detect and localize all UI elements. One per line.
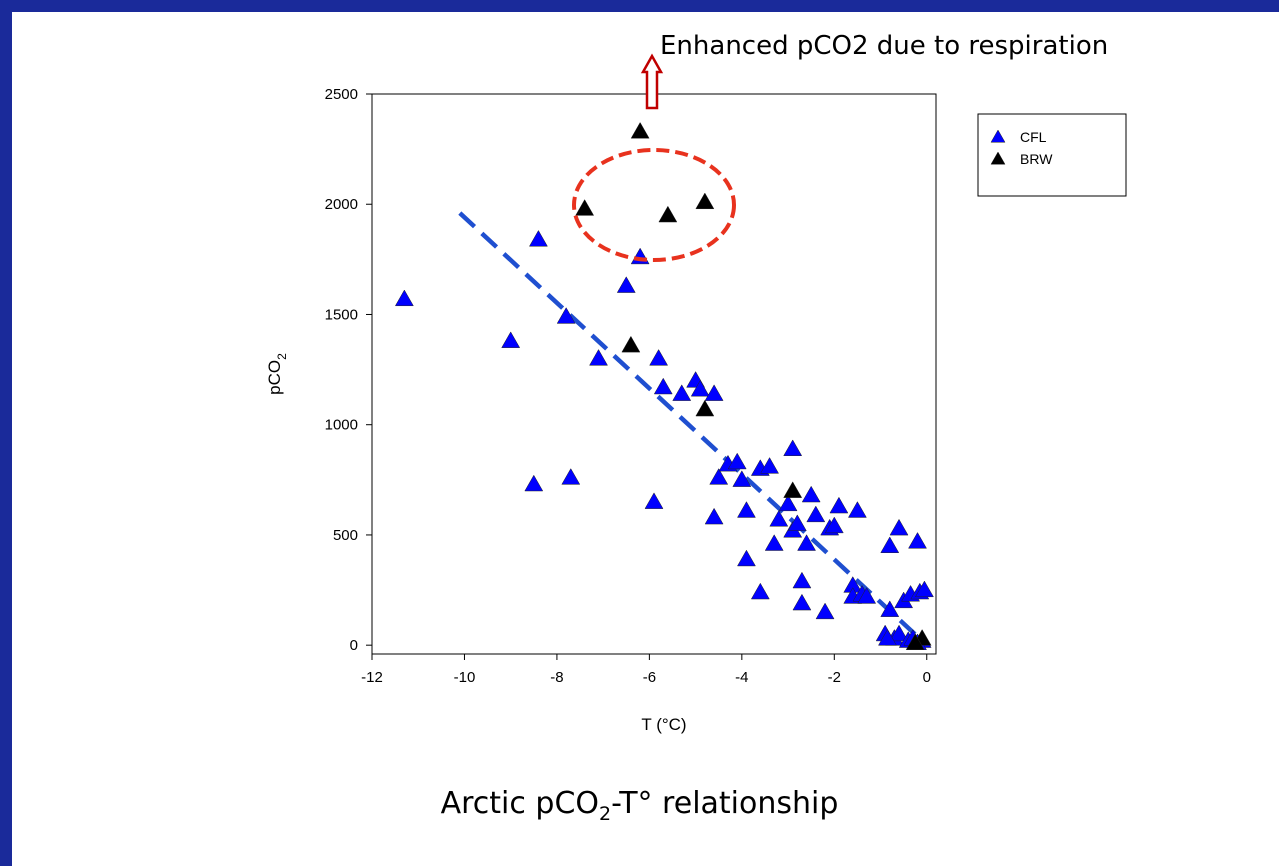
data-point-cfl [760,457,780,474]
data-point-cfl [801,485,821,503]
data-point-cfl [704,507,724,525]
data-point-cfl [561,468,581,485]
data-point-brw [695,192,715,210]
data-point-cfl [690,379,710,397]
legend-label-cfl: CFL [1020,129,1047,145]
data-point-brw [695,399,715,417]
x-tick-label: -8 [550,669,563,686]
data-point-brw [630,121,650,139]
x-tick-label: -4 [735,669,748,686]
annotation-text: Enhanced pCO2 due to respiration [660,31,1108,61]
data-point-cfl [732,470,752,487]
trend-line [458,211,924,643]
data-point-cfl [847,501,867,518]
x-tick-label: -12 [361,669,383,686]
data-point-cfl [394,289,414,307]
highlight-circle [572,148,736,262]
data-point-cfl [783,439,803,456]
data-point-cfl [727,452,747,470]
y-tick-label: 1000 [325,417,358,434]
data-point-cfl [889,624,909,642]
data-point-cfl [649,349,669,366]
data-point-cfl [769,510,789,527]
y-axis-label: pCO2 [265,353,289,395]
data-point-cfl [556,307,576,324]
data-point-cfl [501,331,521,348]
data-point-cfl [806,505,826,523]
data-point-cfl [915,580,934,598]
data-point-cfl [792,571,812,589]
data-point-cfl [797,534,816,551]
y-tick-label: 2000 [325,196,358,213]
x-tick-label: 0 [923,669,931,686]
x-axis-label: T (°C) [641,715,686,734]
data-point-cfl [878,629,897,646]
data-point-cfl [653,377,673,395]
data-point-cfl [880,536,900,553]
data-point-brw [783,481,803,498]
data-point-cfl [704,384,724,401]
data-point-cfl [829,496,849,514]
data-point-cfl [908,532,927,549]
data-point-brw [658,205,678,223]
caption-prefix: Arctic pCO [440,786,600,821]
legend-box [977,113,1127,197]
data-point-brw [905,633,925,650]
data-point-cfl [787,514,807,531]
up-arrow-icon [640,53,664,110]
data-point-cfl [778,494,798,512]
x-tick-label: -2 [828,669,841,686]
data-point-cfl [644,492,664,509]
data-point-cfl [880,600,900,617]
slide-caption: Arctic pCO2-T° relationship [0,786,1279,825]
data-point-cfl [815,602,835,620]
data-point-cfl [857,587,877,604]
data-point-brw [621,335,641,353]
data-point-cfl [616,276,636,293]
data-point-cfl [709,468,729,485]
data-point-cfl [750,582,770,600]
data-point-cfl [737,549,756,567]
data-point-cfl [672,384,692,401]
caption-subscript: 2 [599,803,612,825]
x-tick-label: -6 [643,669,656,686]
data-point-cfl [528,230,548,247]
x-tick-label: -10 [454,669,476,686]
data-point-brw [575,199,595,216]
data-point-cfl [889,518,909,536]
data-point-cfl [524,474,544,492]
plot-frame [371,93,937,655]
y-tick-label: 1500 [325,306,358,323]
y-tick-label: 0 [350,637,358,654]
y-tick-label: 2500 [325,86,358,103]
caption-suffix: -T° relationship [611,786,839,821]
data-point-cfl [764,534,784,551]
y-tick-label: 500 [333,527,358,544]
legend-marker-cfl [990,129,1006,143]
plot-area: -12 -10 -8 -6 -4 -2 0 0 500 1000 1500 2000 2500 T (°C… [265,31,1127,734]
data-point-cfl [824,516,844,534]
data-point-cfl [737,501,756,518]
legend-marker-brw [990,151,1006,165]
legend-label-brw: BRW [1020,151,1053,167]
data-point-cfl [792,593,812,611]
data-point-cfl [589,349,608,366]
